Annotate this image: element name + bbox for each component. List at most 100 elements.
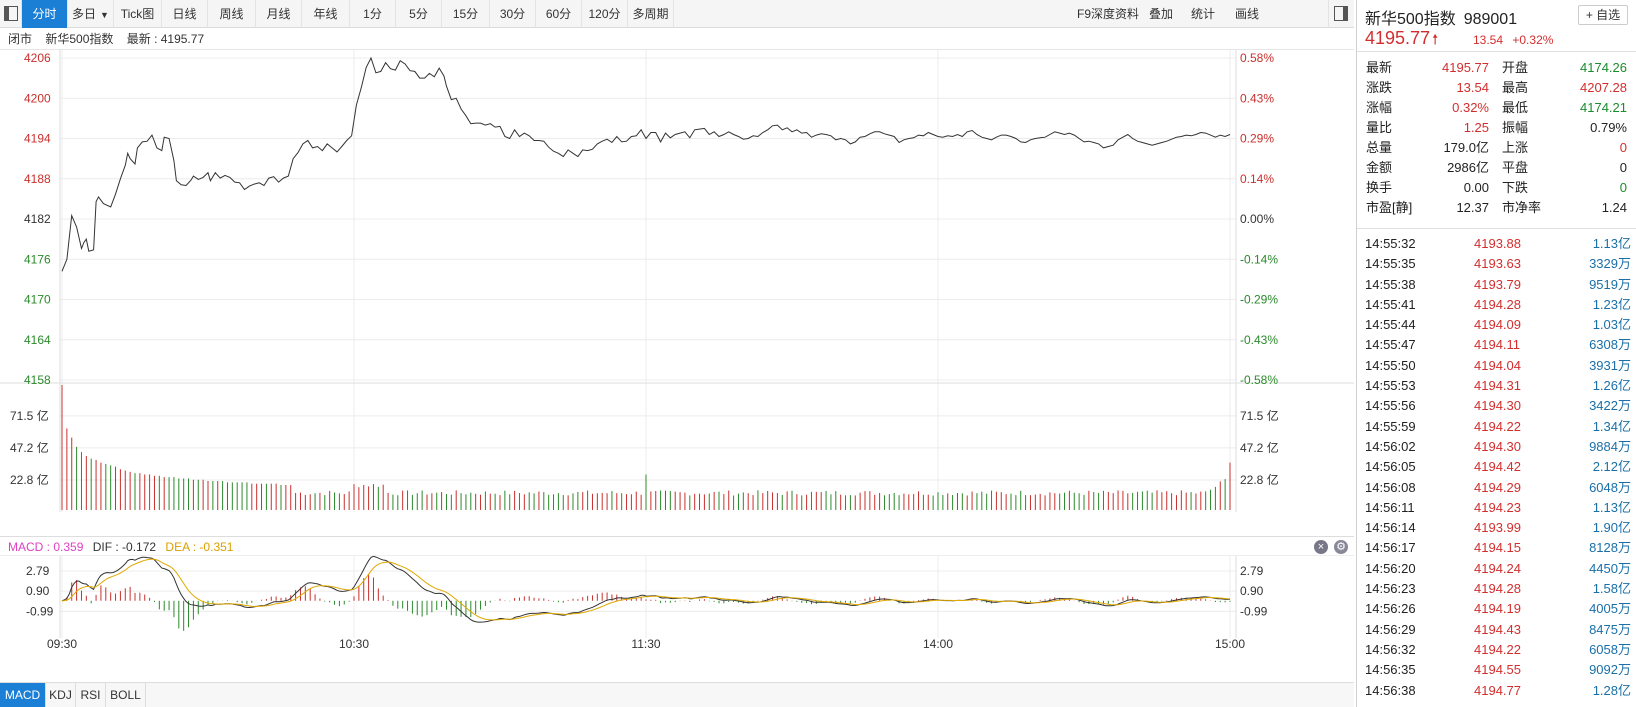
tick-amount: 1.13亿 — [1592, 236, 1631, 251]
tab-period-12[interactable]: 120分 — [582, 0, 628, 28]
tab-period-11[interactable]: 60分 — [536, 0, 582, 28]
tick-price: 4193.99 — [1474, 520, 1521, 536]
tick-amount: 3329万 — [1589, 256, 1631, 272]
tick-time: 14:56:02 — [1365, 438, 1416, 454]
chart-info-line: 闭市 新华500指数 最新 : 4195.77 — [0, 28, 1354, 50]
stat-value: 12.37 — [1456, 200, 1489, 215]
toolbar-right-button-0[interactable]: F9深度资料 — [1076, 7, 1139, 21]
stat-label: 市净率 — [1502, 200, 1542, 215]
tick-time: 14:56:35 — [1365, 662, 1416, 678]
stat-value: 179.0亿 — [1443, 140, 1489, 155]
tick-time: 14:55:53 — [1365, 378, 1416, 394]
stat-label: 下跌 — [1502, 180, 1529, 195]
time-tick-label: 14:00 — [923, 637, 953, 651]
tab-label: 120分 — [588, 7, 621, 21]
stat-value: 4195.77 — [1442, 60, 1489, 75]
stat-label: 最低 — [1502, 100, 1529, 115]
quote-price: 4195.77 🠕 — [1365, 28, 1438, 53]
tick-price: 4194.22 — [1474, 641, 1521, 657]
pct-tick-label: 0.29% — [1240, 132, 1274, 146]
pct-tick-label: 0.43% — [1240, 91, 1274, 105]
tab-period-0[interactable]: 分时 — [22, 0, 68, 28]
quote-price-value: 4195.77 — [1365, 28, 1431, 48]
stat-value: 0.32% — [1452, 100, 1489, 115]
tab-period-10[interactable]: 30分 — [490, 0, 536, 28]
stat-label: 量比 — [1366, 120, 1393, 135]
tab-label: Tick图 — [120, 7, 155, 21]
tick-amount: 4450万 — [1589, 560, 1631, 576]
stat-label: 涨幅 — [1366, 100, 1393, 115]
toolbar-right-button-3[interactable]: 画线 — [1234, 7, 1259, 21]
left-panel-toggle-icon[interactable] — [0, 0, 22, 28]
tab-period-5[interactable]: 月线 — [256, 0, 302, 28]
tick-row: 14:55:53 4194.31 1.26亿 — [1357, 376, 1636, 396]
volume-tick-label: 71.5 亿 — [1240, 408, 1279, 423]
tab-label: 1分 — [363, 7, 382, 21]
indicator-tab-boll[interactable]: BOLL — [106, 683, 146, 707]
tick-row: 14:56:32 4194.22 6058万 — [1357, 640, 1636, 660]
tick-time: 14:55:41 — [1365, 296, 1416, 312]
stat-label: 开盘 — [1502, 60, 1529, 75]
tick-row: 14:56:35 4194.55 9092万 — [1357, 660, 1636, 680]
indicator-tab-macd[interactable]: MACD — [0, 683, 46, 707]
tick-row: 14:55:35 4193.63 3329万 — [1357, 254, 1636, 274]
gear-icon[interactable]: ⚙ — [1334, 540, 1348, 554]
tab-period-3[interactable]: 日线 — [162, 0, 208, 28]
tab-period-2[interactable]: Tick图 — [114, 0, 162, 28]
tick-list[interactable]: 14:55:32 4193.88 1.13亿 14:55:35 4193.63 3329万… — [1357, 234, 1636, 701]
indicator-tab-kdj[interactable]: KDJ — [46, 683, 76, 707]
tick-price: 4194.43 — [1474, 621, 1521, 637]
add-watchlist-button[interactable]: + 自选 — [1578, 5, 1628, 25]
quote-code: 989001 — [1463, 11, 1518, 28]
quote-name: 新华500指数 — [1365, 11, 1456, 28]
tab-period-1[interactable]: 多日 ▼ — [68, 0, 114, 28]
tick-time: 14:56:38 — [1365, 682, 1416, 698]
tick-price: 4194.09 — [1474, 317, 1521, 333]
stat-label: 上涨 — [1502, 140, 1529, 155]
tick-price: 4194.30 — [1474, 398, 1521, 414]
tab-label: 5分 — [409, 7, 428, 21]
time-tick-label: 15:00 — [1215, 637, 1245, 651]
tick-row: 14:56:20 4194.24 4450万 — [1357, 559, 1636, 579]
tab-period-6[interactable]: 年线 — [302, 0, 350, 28]
tick-price: 4194.77 — [1474, 682, 1521, 698]
tick-price: 4193.79 — [1474, 276, 1521, 292]
tab-period-8[interactable]: 5分 — [396, 0, 442, 28]
tab-label: 60分 — [545, 7, 572, 21]
volume-tick-label: 47.2 亿 — [10, 440, 49, 455]
price-tick-label: 4206 — [24, 51, 51, 65]
right-panel-toggle-icon[interactable] — [1328, 0, 1352, 28]
tab-period-13[interactable]: 多周期 — [628, 0, 674, 28]
intraday-chart[interactable]: 4206 0.58% 4200 0.43% 4194 0.29% 4188 0.14% 4182… — [0, 50, 1354, 682]
tab-period-4[interactable]: 周线 — [208, 0, 256, 28]
tick-row: 14:55:38 4193.79 9519万 — [1357, 275, 1636, 295]
tick-row: 14:55:44 4194.09 1.03亿 — [1357, 315, 1636, 335]
tab-period-7[interactable]: 1分 — [350, 0, 396, 28]
tick-time: 14:56:23 — [1365, 581, 1416, 597]
tick-price: 4194.42 — [1474, 459, 1521, 475]
price-tick-label: 4164 — [24, 333, 51, 347]
stat-value: 4207.28 — [1580, 80, 1627, 95]
tick-time: 14:55:38 — [1365, 276, 1416, 292]
arrow-up-icon: 🠕 — [1432, 31, 1439, 47]
tick-price: 4194.55 — [1474, 662, 1521, 678]
tick-row: 14:55:41 4194.28 1.23亿 — [1357, 295, 1636, 315]
tick-time: 14:55:59 — [1365, 418, 1416, 434]
stat-value: 13.54 — [1456, 80, 1489, 95]
tick-row: 14:55:56 4194.30 3422万 — [1357, 396, 1636, 416]
tick-time: 14:55:50 — [1365, 357, 1416, 373]
tick-time: 14:55:47 — [1365, 337, 1416, 353]
toolbar-right-button-1[interactable]: 叠加 — [1148, 7, 1173, 21]
tick-row: 14:56:38 4194.77 1.28亿 — [1357, 681, 1636, 701]
toolbar-right-button-2[interactable]: 统计 — [1190, 7, 1215, 21]
macd-header: MACD : 0.359 DIF : -0.172 DEA : -0.351 ×… — [0, 536, 1354, 556]
dea-line — [61, 558, 1231, 621]
close-indicator-icon[interactable]: × — [1314, 540, 1328, 554]
volume-tick-label: 71.5 亿 — [10, 408, 49, 423]
tab-period-9[interactable]: 15分 — [442, 0, 490, 28]
tick-price: 4194.30 — [1474, 438, 1521, 454]
indicator-tab-rsi[interactable]: RSI — [76, 683, 106, 707]
macd-tick-label: -0.99 — [1240, 604, 1268, 618]
divider — [1357, 51, 1636, 52]
stat-value: 0.79% — [1590, 120, 1627, 135]
